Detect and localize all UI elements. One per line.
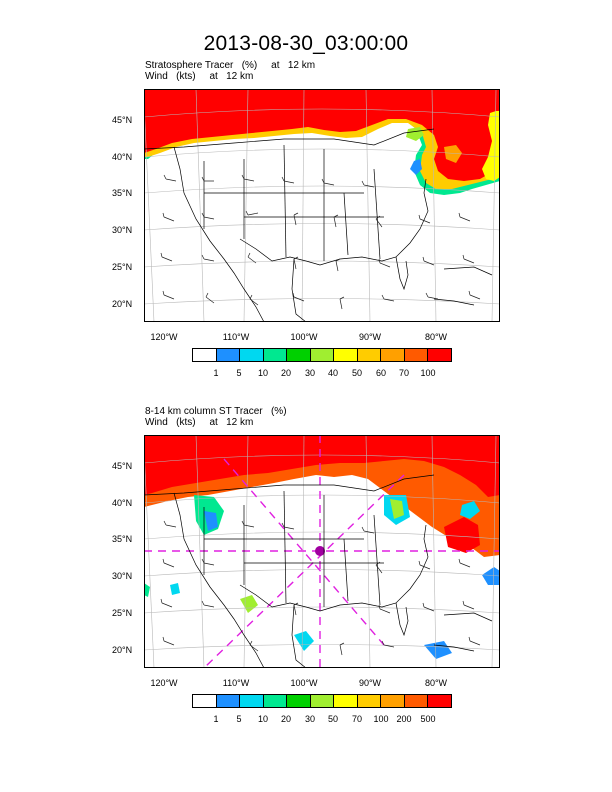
panel1-lon-label-110w: 110°W: [222, 332, 250, 342]
panel1-lat-label-20: 20°N: [112, 299, 133, 309]
panel2-lat-label-25: 25°N: [112, 608, 133, 618]
panel1-colorbar-swatch: [428, 349, 452, 361]
panel2-lon-label-90w: 90°W: [358, 678, 382, 688]
panel1-map: [144, 89, 500, 322]
panel1-lon-label-120w: 120°W: [150, 332, 178, 342]
panel1-colorbar-label: 60: [375, 368, 387, 378]
panel1-colorbar-label: 40: [327, 368, 339, 378]
panel2-colorbar-swatch: [216, 695, 241, 707]
panel1-colorbar-label: 100: [420, 368, 436, 378]
panel1-colorbar-label: 50: [351, 368, 363, 378]
main-title: 2013-08-30_03:00:00: [203, 32, 409, 55]
panel2-lon-label-120w: 120°W: [150, 678, 178, 688]
panel2-colorbar-label: 100: [373, 714, 389, 724]
panel1-colorbar-swatch: [263, 349, 288, 361]
panel1-title-line2: Wind (kts) at 12 km: [145, 71, 254, 82]
panel1-colorbar-swatch: [240, 349, 264, 361]
panel1-lat-label-25: 25°N: [112, 262, 133, 272]
panel1-colorbar-swatch: [193, 349, 217, 361]
panel2-colorbar-swatch: [310, 695, 335, 707]
panel2-lat-label-35: 35°N: [112, 534, 133, 544]
panel2-colorbar-swatch: [240, 695, 264, 707]
panel1-colorbar-label: 1: [213, 368, 219, 378]
panel2-colorbar-label: 200: [396, 714, 412, 724]
panel2-lon-label-80w: 80°W: [424, 678, 448, 688]
panel1-lat-label-30: 30°N: [112, 225, 133, 235]
panel2-lat-label-45: 45°N: [112, 461, 133, 471]
panel1-title-line1: Stratosphere Tracer (%) at 12 km: [145, 60, 316, 71]
panel1-lat-label-45: 45°N: [112, 115, 133, 125]
panel2-colorbar-label: 70: [351, 714, 363, 724]
panel2-lat-label-40: 40°N: [112, 498, 133, 508]
panel2-colorbar-swatch: [357, 695, 382, 707]
panel2-lon-label-110w: 110°W: [222, 678, 250, 688]
panel1-colorbar-label: 10: [257, 368, 269, 378]
panel1-colorbar: [192, 348, 452, 362]
panel1-colorbar-label: 70: [398, 368, 410, 378]
panel2-title-line2: Wind (kts) at 12 km: [145, 417, 254, 428]
panel1-colorbar-swatch: [404, 349, 429, 361]
panel2-colorbar-label: 10: [257, 714, 269, 724]
panel1-colorbar-swatch: [310, 349, 335, 361]
panel2-colorbar-swatch: [263, 695, 288, 707]
panel2-title-line1: 8-14 km column ST Tracer (%): [145, 406, 287, 417]
panel2-colorbar-label: 20: [280, 714, 292, 724]
panel1-colorbar-label: 30: [304, 368, 316, 378]
panel1-lat-label-40: 40°N: [112, 152, 133, 162]
panel2-lat-label-20: 20°N: [112, 645, 133, 655]
panel2-lon-label-100w: 100°W: [290, 678, 318, 688]
panel1-lon-label-80w: 80°W: [424, 332, 448, 342]
panel1-colorbar-label: 5: [236, 368, 242, 378]
panel2-colorbar-label: 1: [213, 714, 219, 724]
panel2-colorbar-label: 30: [304, 714, 316, 724]
panel1-colorbar-swatch: [287, 349, 311, 361]
panel1-colorbar-swatch: [334, 349, 358, 361]
panel2-colorbar-swatch: [334, 695, 358, 707]
panel1-colorbar-swatch: [216, 349, 241, 361]
panel1-colorbar-swatch: [357, 349, 382, 361]
panel2-colorbar-label: 50: [327, 714, 339, 724]
panel2-colorbar-swatch: [193, 695, 217, 707]
panel2-colorbar-label: 5: [236, 714, 242, 724]
panel2-lat-label-30: 30°N: [112, 571, 133, 581]
panel2-colorbar: [192, 694, 452, 708]
panel2-map-canvas: [144, 435, 500, 668]
panel2-colorbar-label: 500: [420, 714, 436, 724]
panel2-colorbar-swatch: [381, 695, 405, 707]
panel1-colorbar-swatch: [381, 349, 405, 361]
panel1-map-canvas: [144, 89, 500, 322]
panel1-lon-label-90w: 90°W: [358, 332, 382, 342]
panel1-colorbar-label: 20: [280, 368, 292, 378]
panel2-colorbar-swatch: [287, 695, 311, 707]
panel1-lat-label-35: 35°N: [112, 188, 133, 198]
panel2-map: [144, 435, 500, 668]
panel2-colorbar-swatch: [404, 695, 429, 707]
panel1-lon-label-100w: 100°W: [290, 332, 318, 342]
panel2-colorbar-swatch: [428, 695, 452, 707]
